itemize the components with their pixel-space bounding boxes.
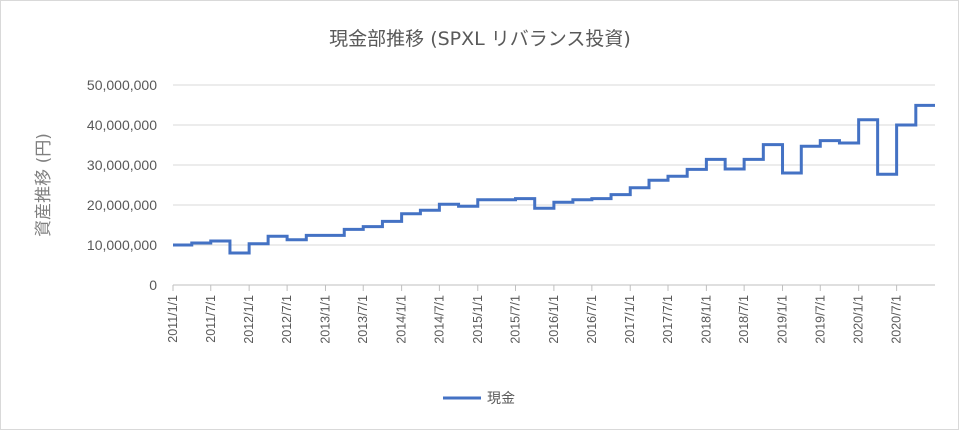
- x-tick-label: 2011/7/1: [204, 295, 218, 343]
- x-tick-label: 2011/1/1: [166, 295, 180, 343]
- x-tick-label: 2018/7/1: [737, 295, 751, 344]
- x-tick-label: 2012/1/1: [242, 295, 256, 344]
- series-line-cash: [173, 103, 935, 255]
- x-tick-label: 2017/7/1: [661, 295, 675, 344]
- x-tick-label: 2019/7/1: [813, 295, 827, 344]
- x-tick-label: 2016/1/1: [547, 295, 561, 344]
- x-tick-label: 2020/1/1: [852, 295, 866, 344]
- y-tick-label: 0: [149, 277, 157, 293]
- y-tick-label: 10,000,000: [87, 237, 157, 253]
- legend: 現金: [443, 391, 515, 407]
- y-axis-ticks: 0 10,000,000 20,000,000 30,000,000 40,000,00…: [87, 77, 157, 293]
- x-tick-label: 2020/7/1: [890, 295, 904, 344]
- x-tick-label: 2013/7/1: [356, 295, 370, 344]
- x-axis-ticks: 2011/1/1 2011/7/1 2012/1/1 2012/7/1 2013/1/1…: [166, 285, 904, 344]
- x-tick-label: 2016/7/1: [585, 295, 599, 344]
- x-tick-label: 2014/7/1: [432, 295, 446, 344]
- x-tick-label: 2019/1/1: [776, 295, 790, 344]
- x-tick-label: 2012/7/1: [280, 295, 294, 344]
- x-tick-label: 2013/1/1: [318, 295, 332, 344]
- y-tick-label: 20,000,000: [87, 197, 157, 213]
- y-tick-label: 50,000,000: [87, 77, 157, 93]
- x-tick-label: 2015/1/1: [471, 295, 485, 344]
- legend-label-cash: 現金: [487, 391, 515, 407]
- x-tick-label: 2017/1/1: [623, 295, 637, 344]
- x-tick-label: 2015/7/1: [509, 295, 523, 344]
- y-tick-label: 40,000,000: [87, 117, 157, 133]
- y-tick-label: 30,000,000: [87, 157, 157, 173]
- x-tick-label: 2018/1/1: [699, 295, 713, 344]
- chart-title: 現金部推移 (SPXL リバランス投資): [329, 28, 631, 50]
- y-axis-label: 資産推移 (円): [34, 133, 54, 237]
- series-layer: [173, 103, 935, 255]
- x-tick-label: 2014/1/1: [395, 295, 409, 344]
- gridlines: [173, 84, 935, 286]
